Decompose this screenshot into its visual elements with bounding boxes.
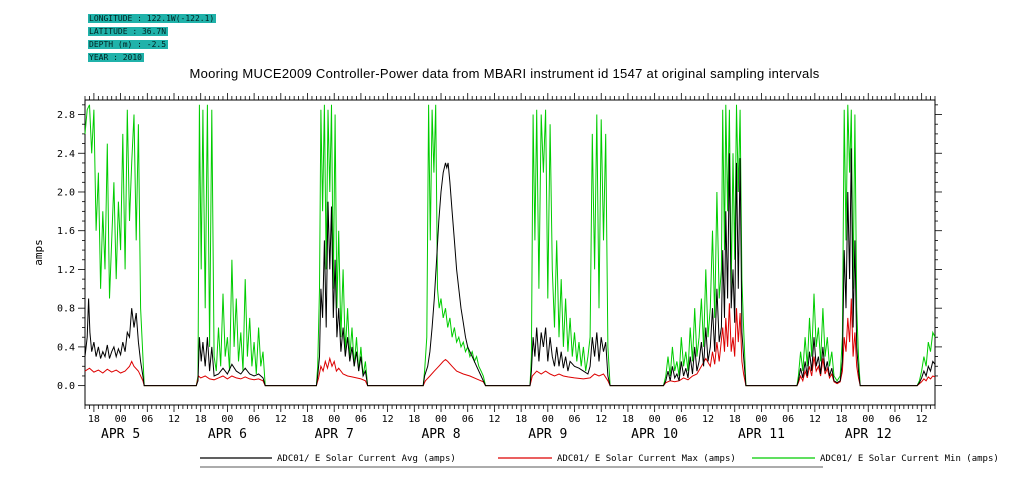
x-tick-label: 18	[88, 414, 100, 425]
x-tick-label: 00	[755, 414, 767, 425]
x-tick-label: 00	[328, 414, 340, 425]
x-tick-label: 06	[782, 414, 794, 425]
x-tick-label: 18	[515, 414, 527, 425]
x-tick-label: 18	[195, 414, 207, 425]
legend-label-avg: ADC01/ E Solar Current Avg (amps)	[277, 454, 456, 464]
y-tick-label: 2.4	[57, 149, 75, 160]
y-axis: 0.0 0.4 0.8 1.2 1.6 2.0 2.4 2.8	[57, 104, 942, 392]
x-tick-label: 12	[168, 414, 180, 425]
legend-label-max: ADC01/ E Solar Current Max (amps)	[557, 454, 736, 464]
x-date-label: APR 9	[528, 427, 567, 442]
series-line-max	[84, 298, 936, 387]
x-tick-label: 12	[275, 414, 287, 425]
metadata-latitude: LATITUDE : 36.7N	[88, 27, 169, 36]
x-tick-label: 18	[622, 414, 634, 425]
x-tick-label: 12	[595, 414, 607, 425]
x-date-label: APR 8	[421, 427, 460, 442]
x-date-label: APR 7	[315, 427, 354, 442]
y-tick-label: 2.0	[57, 187, 75, 198]
x-tick-label: 12	[382, 414, 394, 425]
x-date-label: APR 5	[101, 427, 140, 442]
legend: ADC01/ E Solar Current Avg (amps) ADC01/ …	[200, 454, 999, 468]
x-date-label: APR 6	[208, 427, 247, 442]
x-tick-label: 00	[221, 414, 233, 425]
x-tick-label: 00	[862, 414, 874, 425]
metadata-longitude: LONGITUDE : 122.1W(-122.1)	[88, 14, 217, 23]
x-tick-label: 18	[301, 414, 313, 425]
x-tick-label: 00	[542, 414, 554, 425]
y-tick-label: 0.4	[57, 342, 75, 353]
series-line-min	[84, 104, 936, 387]
y-tick-label: 0.0	[57, 381, 75, 392]
x-date-label: APR 10	[631, 427, 678, 442]
x-tick-label: 06	[675, 414, 687, 425]
y-axis-label: amps	[32, 239, 45, 266]
x-tick-label: 00	[649, 414, 661, 425]
x-tick-label: 06	[462, 414, 474, 425]
x-tick-label: 06	[355, 414, 367, 425]
x-tick-label: 06	[889, 414, 901, 425]
y-tick-label: 1.6	[57, 226, 75, 237]
y-tick-label: 2.8	[57, 110, 75, 121]
x-tick-label: 00	[115, 414, 127, 425]
x-tick-label: 12	[488, 414, 500, 425]
x-tick-label: 06	[569, 414, 581, 425]
y-tick-label: 1.2	[57, 265, 75, 276]
plot-title: Mooring MUCE2009 Controller-Power data f…	[189, 66, 820, 81]
metadata-year: YEAR : 2010	[88, 53, 144, 62]
x-tick-label: 18	[836, 414, 848, 425]
metadata-depth: DEPTH (m) : -2.5	[88, 40, 169, 49]
x-tick-label: 12	[809, 414, 821, 425]
x-tick-label: 00	[435, 414, 447, 425]
plot-frame	[84, 99, 936, 406]
y-tick-label: 0.8	[57, 304, 75, 315]
x-tick-label: 06	[141, 414, 153, 425]
series-line-avg	[84, 148, 936, 387]
x-tick-label: 18	[729, 414, 741, 425]
x-tick-label: 18	[408, 414, 420, 425]
x-axis: 18 00 06 12 18 00 06 12 18 00 06 12 18 00 06 12 18 00 06 12…	[84, 93, 936, 442]
x-tick-label: 06	[248, 414, 260, 425]
x-date-label: APR 11	[738, 427, 785, 442]
x-tick-label: 12	[702, 414, 714, 425]
legend-label-min: ADC01/ E Solar Current Min (amps)	[820, 454, 999, 464]
metadata-block: LONGITUDE : 122.1W(-122.1) LATITUDE : 36…	[88, 11, 217, 63]
x-tick-label: 12	[916, 414, 928, 425]
x-date-label: APR 12	[845, 427, 892, 442]
